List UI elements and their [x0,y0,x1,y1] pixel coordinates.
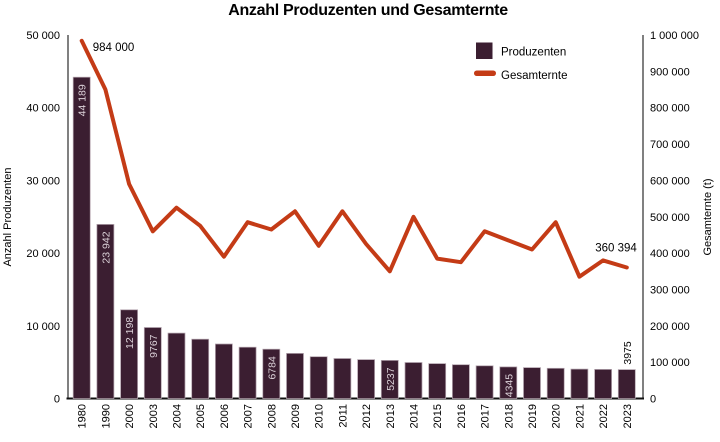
harvest-line [79,38,629,279]
right-tick-label: 700 000 [650,139,690,151]
x-tick-label-2017: 2017 [480,404,492,428]
bar-value-label-2003: 9767 [148,334,160,358]
bar-2022 [594,369,612,399]
bar-2011 [333,358,352,399]
bar-value-label-2008: 6784 [266,356,278,380]
bar-2020 [546,367,565,399]
bar-2016 [452,364,470,399]
bar-2008 [262,348,281,399]
x-tick-label-2016: 2016 [456,404,468,428]
right-tick-label: 0 [650,394,656,406]
bar-1980 [72,76,91,399]
bar-2014 [404,362,423,399]
right-tick-label: 600 000 [650,175,690,187]
x-tick-label-2018: 2018 [503,404,515,428]
right-tick-label: 100 000 [650,357,690,369]
x-tick-label-1980: 1980 [77,404,89,428]
legend-gesamternte-label: Gesamternte [501,70,567,82]
line-value-label-1980: 984 000 [93,42,135,54]
x-tick-label-2012: 2012 [361,404,373,428]
producers-bars [72,76,636,399]
x-tick-label-2013: 2013 [385,404,397,428]
right-axis-ticks: 0 100 000 200 000 300 000 400 000 500 000 600 … [650,30,699,406]
x-tick-label-2004: 2004 [172,404,184,428]
bar-2005 [191,338,210,399]
right-tick-label: 1 000 000 [650,30,699,42]
chart-title: Anzahl Produzenten und Gesamternte [228,2,508,19]
bar-2007 [238,346,257,399]
legend-gesamternte-swatch-icon [474,70,496,76]
bar-2009 [286,353,304,399]
x-tick-label-2021: 2021 [574,404,586,428]
x-tick-label-2000: 2000 [124,404,136,428]
left-tick-label: 50 000 [26,30,60,42]
x-tick-label-2010: 2010 [314,404,326,428]
bar-2010 [309,356,328,399]
bar-1990 [96,224,115,399]
bar-value-label-1980: 44 189 [77,84,89,116]
x-tick-label-1990: 1990 [100,404,112,428]
x-tick-label-2008: 2008 [266,404,278,428]
right-tick-label: 900 000 [650,66,690,78]
right-tick-label: 300 000 [650,284,690,296]
bar-value-label-2013: 5237 [385,367,397,391]
bar-2012 [357,359,375,399]
bar-value-label-1990: 23 942 [100,231,112,263]
left-tick-label: 0 [54,394,60,406]
line-annotations: 984 000 360 394 [93,42,638,255]
bar-2004 [167,332,186,399]
bar-2006 [215,343,233,399]
x-tick-label-2011: 2011 [337,404,349,428]
bar-value-labels: 44 189 23 942 12 198 9767 6784 5237 4345 3975 [77,84,634,397]
bar-2019 [523,367,541,399]
right-axis-title: Gesamternte (t) [702,178,714,255]
x-tick-label-2006: 2006 [219,404,231,428]
left-tick-label: 40 000 [26,103,60,115]
bar-2021 [570,368,589,399]
gesamternte-line [79,38,629,279]
bar-value-label-2018: 4345 [503,374,515,398]
x-axis-labels: 1980 1990 2000 2003 2004 2005 2006 2007 2008 2009… [77,404,634,428]
bar-2013 [380,360,399,399]
bar-value-label-2023: 3975 [622,341,634,365]
right-tick-label: 400 000 [650,248,690,260]
left-tick-label: 30 000 [26,175,60,187]
right-tick-label: 200 000 [650,321,690,333]
legend-produzenten-label: Produzenten [501,47,566,59]
left-tick-label: 10 000 [26,321,60,333]
x-tick-label-2019: 2019 [527,404,539,428]
legend: Produzenten Gesamternte [474,42,567,82]
left-axis-title: Anzahl Produzenten [2,167,14,266]
x-tick-label-2023: 2023 [622,404,634,428]
x-tick-label-2005: 2005 [195,404,207,428]
x-tick-label-2007: 2007 [243,404,255,428]
legend-produzenten-swatch-icon [476,42,493,59]
x-tick-label-2014: 2014 [409,404,421,428]
left-axis-ticks: 0 10 000 20 000 30 000 40 000 50 000 [26,30,60,406]
x-tick-label-2003: 2003 [148,404,160,428]
bar-2015 [428,363,447,399]
right-tick-label: 500 000 [650,212,690,224]
x-tick-label-2020: 2020 [551,404,563,428]
bar-2000 [120,309,138,399]
x-tick-label-2022: 2022 [598,404,610,428]
line-value-label-2023: 360 394 [595,243,637,255]
right-tick-label: 800 000 [650,103,690,115]
bar-value-label-2000: 12 198 [124,317,136,349]
bar-2023 [617,369,636,399]
bar-2018 [499,366,518,399]
x-tick-label-2009: 2009 [290,404,302,428]
bar-2017 [475,365,494,399]
left-tick-label: 20 000 [26,248,60,260]
bar-2003 [143,327,162,399]
x-tick-label-2015: 2015 [432,404,444,428]
